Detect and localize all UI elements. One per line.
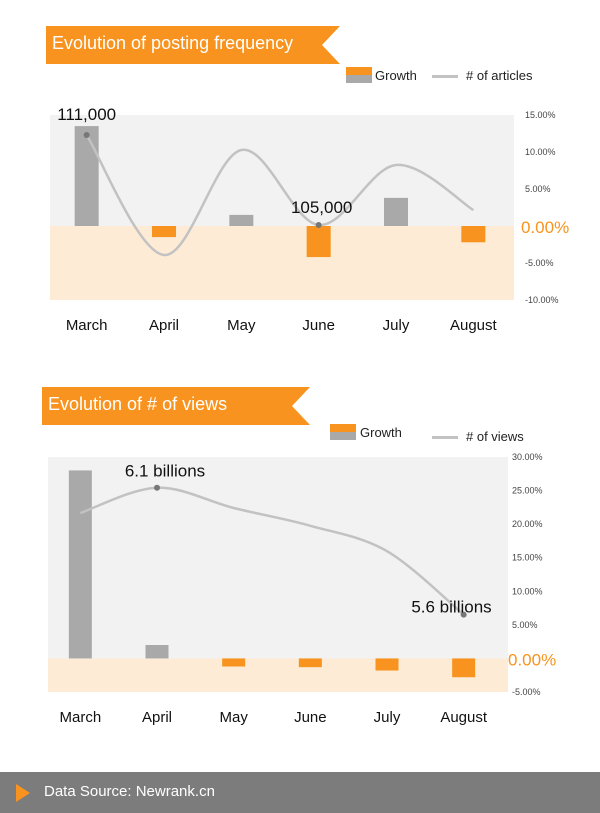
positive-band — [48, 457, 508, 659]
growth-bar — [74, 126, 99, 226]
articles-legend-line — [432, 75, 458, 78]
x-tick-label: July — [374, 709, 401, 726]
annotation-label: 5.6 billions — [411, 598, 491, 617]
growth-bar — [229, 214, 254, 226]
footer-bar: Data Source: Newrank.cn — [0, 772, 600, 813]
annotation-label: 111,000 — [57, 105, 116, 124]
chart1-title-banner: Evolution of posting frequency — [46, 26, 340, 64]
x-tick-label: May — [227, 317, 256, 334]
y-tick-label: 0.00% — [508, 650, 556, 669]
x-tick-label: May — [219, 709, 248, 726]
growth-bar — [145, 645, 169, 659]
growth-legend-label: Growth — [360, 425, 402, 440]
chart1-title: Evolution of posting frequency — [52, 33, 294, 53]
growth-bar — [384, 197, 408, 226]
x-tick-label: April — [149, 317, 179, 334]
series-line — [85, 134, 475, 257]
play-triangle-icon — [16, 784, 30, 802]
x-tick-label: August — [440, 709, 488, 726]
series-line — [79, 486, 465, 616]
views-legend-label: # of views — [466, 429, 524, 444]
growth-legend-swatch — [330, 424, 356, 440]
y-tick-label: 10.00% — [525, 147, 556, 157]
annotation-label: 105,000 — [291, 198, 352, 217]
growth-bar — [298, 658, 322, 668]
y-tick-label: -10.00% — [525, 295, 559, 305]
growth-bar — [375, 658, 399, 671]
growth-bar — [68, 470, 92, 659]
growth-bar — [452, 658, 476, 678]
y-tick-label: -5.00% — [525, 258, 554, 268]
line-point — [83, 132, 90, 138]
negative-band — [48, 658, 508, 692]
x-tick-label: April — [142, 709, 172, 726]
footer-source: Data Source: Newrank.cn — [44, 783, 215, 800]
growth-bar — [222, 658, 246, 667]
y-tick-label: 30.00% — [512, 452, 543, 462]
x-tick-label: March — [59, 709, 101, 726]
chart2-title: Evolution of # of views — [48, 394, 228, 414]
x-tick-label: July — [383, 317, 410, 334]
x-tick-label: August — [450, 317, 498, 334]
banner-shape — [46, 26, 340, 64]
chart1-plot: 111,000 105,000 15.00% 10.00% 5.00% 0.00% -5.0… — [50, 105, 569, 334]
chart2-title-banner: Evolution of # of views — [42, 387, 310, 425]
chart2-plot: 6.1 billions 5.6 billions 30.00% 25.00% 20.0… — [48, 452, 556, 726]
growth-bar — [461, 226, 486, 243]
growth-bar — [152, 226, 176, 238]
y-tick-label: 15.00% — [512, 553, 543, 563]
y-tick-label: 10.00% — [512, 586, 543, 596]
y-tick-label: 20.00% — [512, 519, 543, 529]
growth-bar — [306, 226, 331, 258]
x-tick-label: June — [294, 709, 327, 726]
growth-legend-swatch — [346, 67, 372, 83]
y-tick-label: -5.00% — [512, 687, 541, 697]
views-legend-line — [432, 436, 458, 439]
annotation-label: 6.1 billions — [125, 462, 205, 481]
articles-legend-label: # of articles — [466, 68, 533, 83]
y-tick-label: 15.00% — [525, 110, 556, 120]
banner-shape — [42, 387, 310, 425]
line-point — [460, 611, 467, 618]
positive-band — [50, 115, 514, 226]
y-tick-label: 5.00% — [525, 184, 551, 194]
y-tick-label: 5.00% — [512, 620, 538, 630]
growth-legend-label: Growth — [375, 68, 417, 83]
x-tick-label: March — [66, 317, 108, 334]
y-tick-label: 25.00% — [512, 486, 543, 496]
x-tick-label: June — [302, 317, 335, 334]
y-tick-label: 0.00% — [521, 218, 569, 237]
line-point — [154, 484, 160, 491]
line-point — [315, 222, 322, 228]
negative-band — [50, 226, 514, 300]
